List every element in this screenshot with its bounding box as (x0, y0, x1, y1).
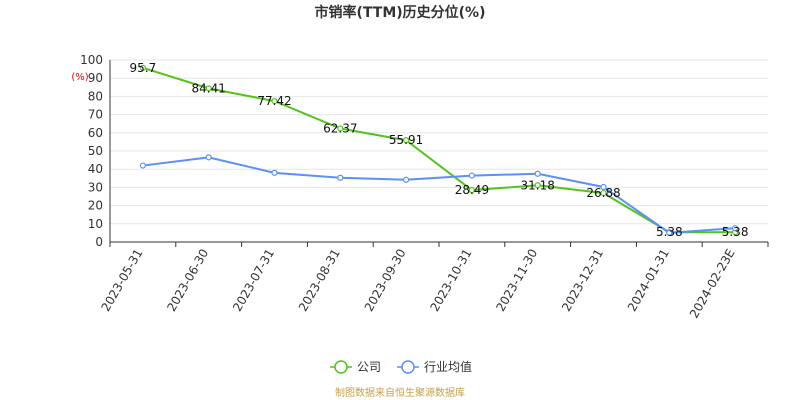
data-point (337, 125, 344, 132)
legend-label-0: 公司 (357, 360, 381, 374)
x-tick-label: 2023-08-31 (296, 247, 343, 314)
source-note: 制图数据来自恒生聚源数据库 (335, 386, 465, 399)
y-tick-label: 50 (88, 144, 103, 158)
y-tick-label: 10 (88, 217, 103, 231)
data-point (271, 97, 278, 105)
data-point (534, 182, 541, 189)
axes: 0 10 20 30 40 50 60 70 80 90 100 2023-05-31 2023-06-… (80, 53, 769, 321)
legend: 公司 行业均值 (330, 359, 472, 374)
data-label: 5.38 (722, 225, 749, 239)
data-point (468, 172, 475, 179)
data-label: 28.49 (455, 183, 489, 197)
data-label: 84.41 (192, 81, 226, 95)
data-point (205, 85, 212, 92)
y-tick-label: 20 (88, 199, 103, 213)
data-point (403, 176, 410, 183)
legend-marker-1 (401, 360, 415, 374)
legend-label-1: 行业均值 (424, 359, 472, 374)
x-tick-label: 2023-07-31 (230, 247, 277, 314)
y-tick-label: 0 (95, 235, 103, 249)
data-point (139, 162, 146, 169)
y-tick-label: 100 (80, 53, 103, 67)
data-label: 31.18 (521, 178, 555, 192)
data-point (271, 169, 278, 176)
data-labels: 95.7 84.41 77.42 62.37 55.91 28.49 31.18 26.88 5… (130, 61, 749, 239)
data-point (403, 137, 410, 144)
y-tick-label: 90 (88, 71, 103, 85)
data-label: 26.88 (586, 186, 620, 200)
data-label: 5.38 (656, 225, 683, 239)
data-label: 95.7 (130, 61, 157, 75)
series-line-0 (142, 66, 736, 234)
x-tick-label: 2024-02-23E (687, 247, 738, 321)
data-point (600, 183, 607, 191)
data-point (534, 170, 541, 177)
x-tick-label: 2023-06-30 (164, 247, 211, 314)
x-tick-label: 2023-05-31 (98, 247, 145, 314)
y-axis-unit: (%) (71, 72, 88, 83)
data-point (468, 187, 475, 194)
data-label: 55.91 (389, 133, 423, 147)
grid-lines (110, 59, 768, 225)
y-tick-label: 40 (88, 162, 103, 176)
data-point (600, 189, 607, 197)
data-label: 62.37 (323, 121, 357, 135)
chart-title: 市销率(TTM)历史分位(%) (315, 4, 486, 21)
data-point (666, 229, 673, 236)
y-tick-label: 60 (88, 126, 103, 140)
x-tick-label: 2023-11-30 (493, 247, 540, 314)
data-point (337, 174, 344, 181)
x-tick-label: 2023-10-31 (427, 247, 474, 314)
data-point (205, 154, 212, 161)
y-tick-label: 30 (88, 180, 103, 194)
x-tick-label: 2023-12-31 (559, 247, 606, 314)
x-tick-label: 2023-09-30 (362, 247, 409, 314)
x-tick-label: 2024-01-31 (625, 247, 672, 314)
data-point (139, 64, 146, 71)
series-line-1 (142, 156, 736, 234)
legend-marker-0 (334, 360, 348, 374)
series-layer (139, 64, 739, 236)
data-point (731, 225, 739, 232)
data-label: 77.42 (257, 94, 291, 108)
y-tick-label: 80 (88, 89, 103, 103)
y-tick-label: 70 (88, 108, 103, 122)
